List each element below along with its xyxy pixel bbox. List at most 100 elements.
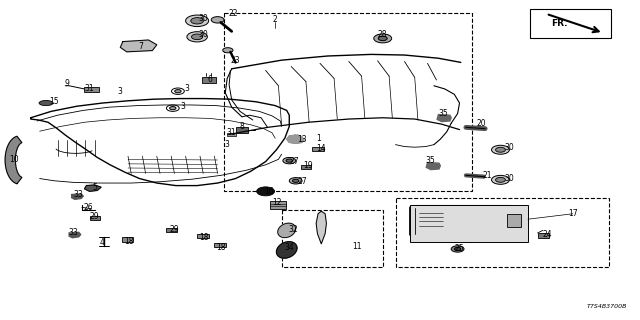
Text: 8: 8 — [239, 122, 244, 131]
Text: 18: 18 — [125, 237, 134, 246]
Text: 27: 27 — [289, 157, 300, 166]
Text: 4: 4 — [100, 238, 105, 247]
Text: 9: 9 — [65, 79, 70, 88]
Circle shape — [223, 48, 233, 53]
Text: 26: 26 — [83, 203, 93, 212]
Text: 24: 24 — [542, 230, 552, 239]
Circle shape — [374, 34, 392, 43]
Text: 19: 19 — [303, 161, 314, 170]
Text: T7S4B3700B: T7S4B3700B — [587, 304, 627, 309]
Text: 14: 14 — [316, 144, 326, 153]
Text: 16: 16 — [264, 187, 274, 196]
Text: 30: 30 — [198, 30, 209, 39]
Text: 31: 31 — [227, 128, 237, 137]
Text: 10: 10 — [9, 155, 19, 164]
Text: 32: 32 — [288, 225, 298, 234]
Text: 7: 7 — [138, 42, 143, 51]
Circle shape — [286, 159, 292, 162]
Text: 18: 18 — [216, 243, 225, 252]
Text: 30: 30 — [504, 143, 514, 152]
Bar — [202, 77, 216, 83]
Bar — [166, 228, 177, 232]
Circle shape — [191, 34, 203, 40]
Circle shape — [289, 178, 302, 184]
Polygon shape — [426, 163, 440, 170]
Polygon shape — [72, 194, 83, 199]
Text: 6: 6 — [207, 76, 212, 84]
Text: 25: 25 — [454, 244, 465, 253]
Polygon shape — [120, 40, 157, 52]
Circle shape — [175, 90, 181, 93]
Text: 15: 15 — [49, 97, 60, 106]
Text: 1: 1 — [316, 134, 321, 143]
Circle shape — [492, 145, 509, 154]
Bar — [84, 87, 99, 92]
Text: 27: 27 — [297, 177, 307, 186]
Circle shape — [292, 179, 299, 182]
Bar — [122, 237, 133, 242]
Bar — [236, 127, 248, 133]
Text: 2: 2 — [273, 15, 278, 24]
Circle shape — [495, 177, 506, 182]
Polygon shape — [84, 185, 101, 191]
Polygon shape — [278, 223, 296, 238]
Text: 22: 22 — [229, 9, 238, 18]
Polygon shape — [316, 211, 326, 244]
Bar — [312, 147, 324, 151]
Bar — [270, 201, 286, 209]
Polygon shape — [437, 115, 451, 122]
Text: 3: 3 — [225, 140, 230, 149]
Text: 17: 17 — [568, 209, 578, 218]
Text: 3: 3 — [184, 84, 189, 93]
Text: 35: 35 — [438, 109, 448, 118]
Text: 18: 18 — [199, 233, 208, 242]
Text: 33: 33 — [73, 190, 83, 199]
Bar — [214, 243, 226, 247]
Bar — [301, 165, 311, 169]
Text: FR.: FR. — [551, 19, 567, 28]
Bar — [538, 233, 549, 238]
Text: 11: 11 — [353, 242, 362, 251]
Bar — [396, 198, 609, 267]
Circle shape — [283, 157, 296, 164]
Text: 28: 28 — [378, 30, 387, 39]
Polygon shape — [69, 232, 81, 238]
Circle shape — [378, 36, 387, 41]
Bar — [197, 234, 209, 238]
Bar — [227, 133, 236, 136]
Text: 20: 20 — [476, 119, 486, 128]
Circle shape — [492, 175, 509, 184]
Text: 5: 5 — [92, 183, 97, 192]
Text: 21: 21 — [483, 171, 492, 180]
Text: 30: 30 — [504, 174, 514, 183]
Bar — [224, 13, 472, 191]
Text: 30: 30 — [198, 14, 209, 23]
Circle shape — [454, 247, 461, 251]
Bar — [90, 216, 100, 220]
Circle shape — [187, 32, 207, 42]
Text: 33: 33 — [68, 228, 79, 237]
Text: 3: 3 — [118, 87, 123, 96]
Polygon shape — [276, 242, 297, 258]
Text: 12: 12 — [272, 198, 281, 207]
Polygon shape — [287, 135, 304, 143]
Circle shape — [191, 18, 204, 24]
Circle shape — [257, 187, 275, 196]
Bar — [282, 210, 383, 267]
Circle shape — [495, 147, 506, 152]
Bar — [530, 9, 611, 38]
Text: 35: 35 — [425, 156, 435, 165]
Text: 34: 34 — [284, 243, 294, 252]
Text: 23: 23 — [230, 56, 241, 65]
Circle shape — [211, 17, 224, 23]
Text: 13: 13 — [297, 135, 307, 144]
Text: 31: 31 — [84, 84, 95, 93]
Text: 3: 3 — [180, 102, 185, 111]
Ellipse shape — [39, 100, 53, 106]
Polygon shape — [5, 136, 22, 184]
Circle shape — [170, 107, 176, 110]
Bar — [507, 214, 521, 227]
Bar — [410, 205, 528, 242]
Circle shape — [186, 15, 209, 27]
Circle shape — [451, 246, 464, 252]
